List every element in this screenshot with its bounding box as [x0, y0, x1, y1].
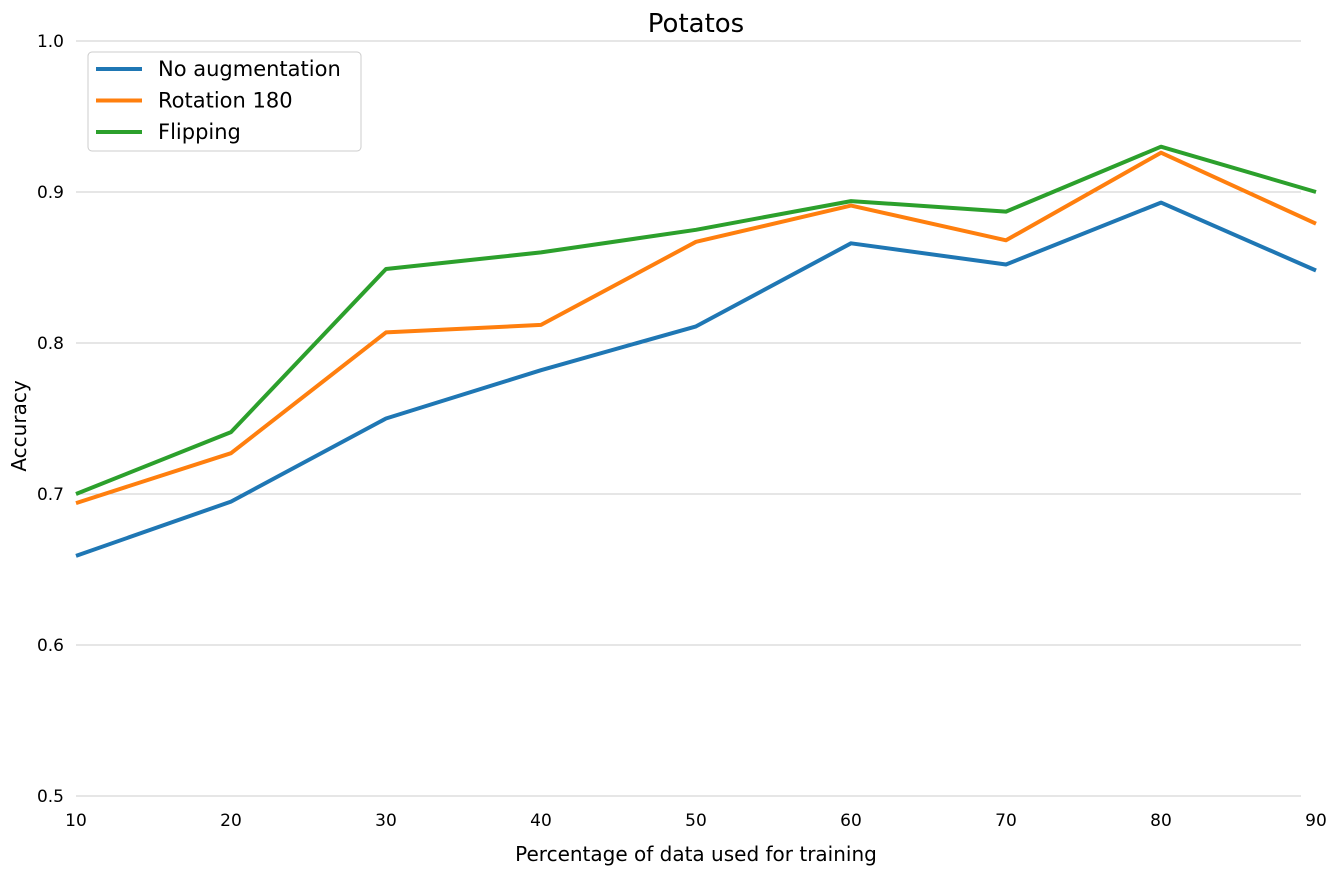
series-line-flipping — [75, 144, 1317, 496]
x-tick-label: 50 — [685, 811, 707, 831]
x-tick-label: 60 — [840, 811, 862, 831]
y-tick-label: 0.6 — [37, 636, 64, 656]
x-tick-label: 80 — [1150, 811, 1172, 831]
series-line-no-augmentation — [75, 200, 1317, 558]
x-tick-label: 40 — [530, 811, 552, 831]
x-axis-ticks: 10 20 30 40 50 60 70 80 90 — [65, 811, 1327, 831]
x-tick-label: 30 — [375, 811, 397, 831]
y-tick-label: 0.9 — [37, 183, 64, 203]
y-axis-label: Accuracy — [7, 380, 31, 471]
legend-entry: No augmentation — [158, 57, 341, 81]
x-tick-label: 90 — [1305, 811, 1327, 831]
y-tick-label: 0.7 — [37, 485, 64, 505]
x-tick-label: 70 — [995, 811, 1017, 831]
y-tick-label: 0.8 — [37, 334, 64, 354]
y-tick-label: 0.5 — [37, 787, 64, 807]
legend-entry: Rotation 180 — [158, 89, 293, 113]
chart-title: Potatos — [648, 9, 744, 39]
x-tick-label: 20 — [220, 811, 242, 831]
legend: No augmentation Rotation 180 Flipping — [87, 51, 362, 152]
legend-box — [87, 51, 362, 152]
y-axis-ticks: 0.5 0.6 0.7 0.8 0.9 1.0 — [37, 32, 64, 807]
legend-entry: Flipping — [158, 120, 241, 144]
x-axis-label: Percentage of data used for training — [515, 842, 877, 866]
y-tick-label: 1.0 — [37, 32, 64, 52]
gridlines — [76, 40, 1301, 797]
series-lines — [75, 144, 1317, 558]
series-line-rotation-180 — [75, 150, 1317, 506]
x-tick-label: 10 — [65, 811, 87, 831]
